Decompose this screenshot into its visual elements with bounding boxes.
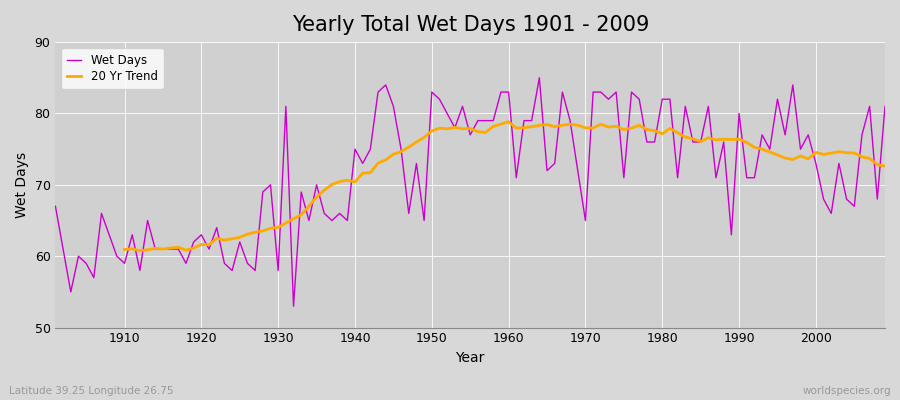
Wet Days (50, 204, 61, 209)
Text: Latitude 39.25 Longitude 26.75: Latitude 39.25 Longitude 26.75 (9, 386, 174, 396)
20 Yr Trend (119, 247, 130, 252)
20 Yr Trend (588, 126, 598, 130)
20 Yr Trend (273, 225, 284, 230)
Wet Days (534, 75, 544, 80)
Wet Days (334, 211, 345, 216)
Wet Days (281, 104, 292, 109)
Wet Days (879, 104, 890, 109)
Line: 20 Yr Trend: 20 Yr Trend (124, 122, 885, 251)
Wet Days (503, 90, 514, 94)
X-axis label: Year: Year (455, 351, 485, 365)
20 Yr Trend (857, 154, 868, 159)
20 Yr Trend (503, 119, 514, 124)
Line: Wet Days: Wet Days (56, 78, 885, 306)
20 Yr Trend (879, 164, 890, 168)
Wet Days (288, 304, 299, 308)
Y-axis label: Wet Days: Wet Days (15, 152, 29, 218)
Wet Days (112, 254, 122, 259)
Wet Days (611, 90, 622, 94)
Wet Days (511, 175, 522, 180)
20 Yr Trend (134, 248, 145, 253)
20 Yr Trend (526, 124, 537, 129)
Text: worldspecies.org: worldspecies.org (803, 386, 891, 396)
20 Yr Trend (833, 149, 844, 154)
Title: Yearly Total Wet Days 1901 - 2009: Yearly Total Wet Days 1901 - 2009 (292, 15, 649, 35)
Legend: Wet Days, 20 Yr Trend: Wet Days, 20 Yr Trend (61, 48, 164, 89)
20 Yr Trend (303, 204, 314, 209)
